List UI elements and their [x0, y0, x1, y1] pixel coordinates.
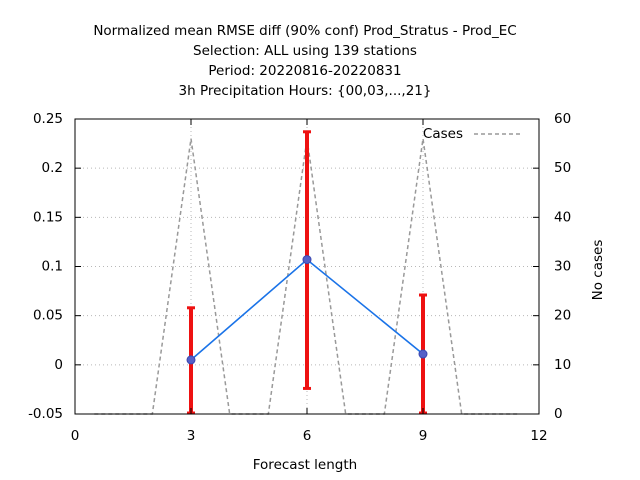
diff-series-point [186, 355, 196, 365]
x-tick-label: 3 [187, 428, 196, 444]
diff-series-point [302, 255, 312, 265]
x-tick-label: 0 [71, 428, 80, 444]
y-tick-label: 0 [54, 357, 63, 373]
chart-title-line-4: 3h Precipitation Hours: {00,03,...,21} [179, 83, 432, 99]
legend-label-cases: Cases [423, 126, 463, 142]
y-tick-label: 0.1 [42, 259, 63, 275]
y-tick-label: 0.25 [33, 111, 63, 127]
ticks: -0.05 0 0.05 0.1 0.15 0.2 0.25 0 10 20 30 40 50 60 0 3 6… [28, 111, 571, 444]
y2-tick-label: 50 [554, 160, 571, 176]
y-tick-label: 0.2 [42, 160, 63, 176]
y-tick-label: 0.15 [33, 209, 63, 225]
cases-layer [94, 138, 520, 415]
diff-series-point [418, 349, 428, 359]
y2-tick-label: 20 [554, 308, 571, 324]
x-tick-label: 12 [530, 428, 547, 444]
y2-tick-label: 30 [554, 259, 571, 275]
x-tick-label: 6 [303, 428, 312, 444]
chart-title-line-1: Normalized mean RMSE diff (90% conf) Pro… [93, 23, 516, 39]
chart-title: Normalized mean RMSE diff (90% conf) Pro… [93, 23, 516, 99]
y2-tick-label: 0 [554, 406, 563, 422]
x-axis-label: Forecast length [253, 457, 357, 473]
y-tick-label: -0.05 [28, 406, 63, 422]
y2-tick-label: 60 [554, 111, 571, 127]
main-layer [186, 130, 428, 415]
y2-axis-label: No cases [590, 240, 606, 301]
y2-tick-label: 40 [554, 209, 571, 225]
chart-title-line-3: Period: 20220816-20220831 [208, 63, 401, 79]
legend: Cases [423, 126, 521, 142]
chart-title-line-2: Selection: ALL using 139 stations [193, 43, 417, 59]
cases-series-line [94, 138, 520, 415]
x-tick-label: 9 [419, 428, 428, 444]
y2-tick-label: 10 [554, 357, 571, 373]
y-tick-label: 0.05 [33, 308, 63, 324]
